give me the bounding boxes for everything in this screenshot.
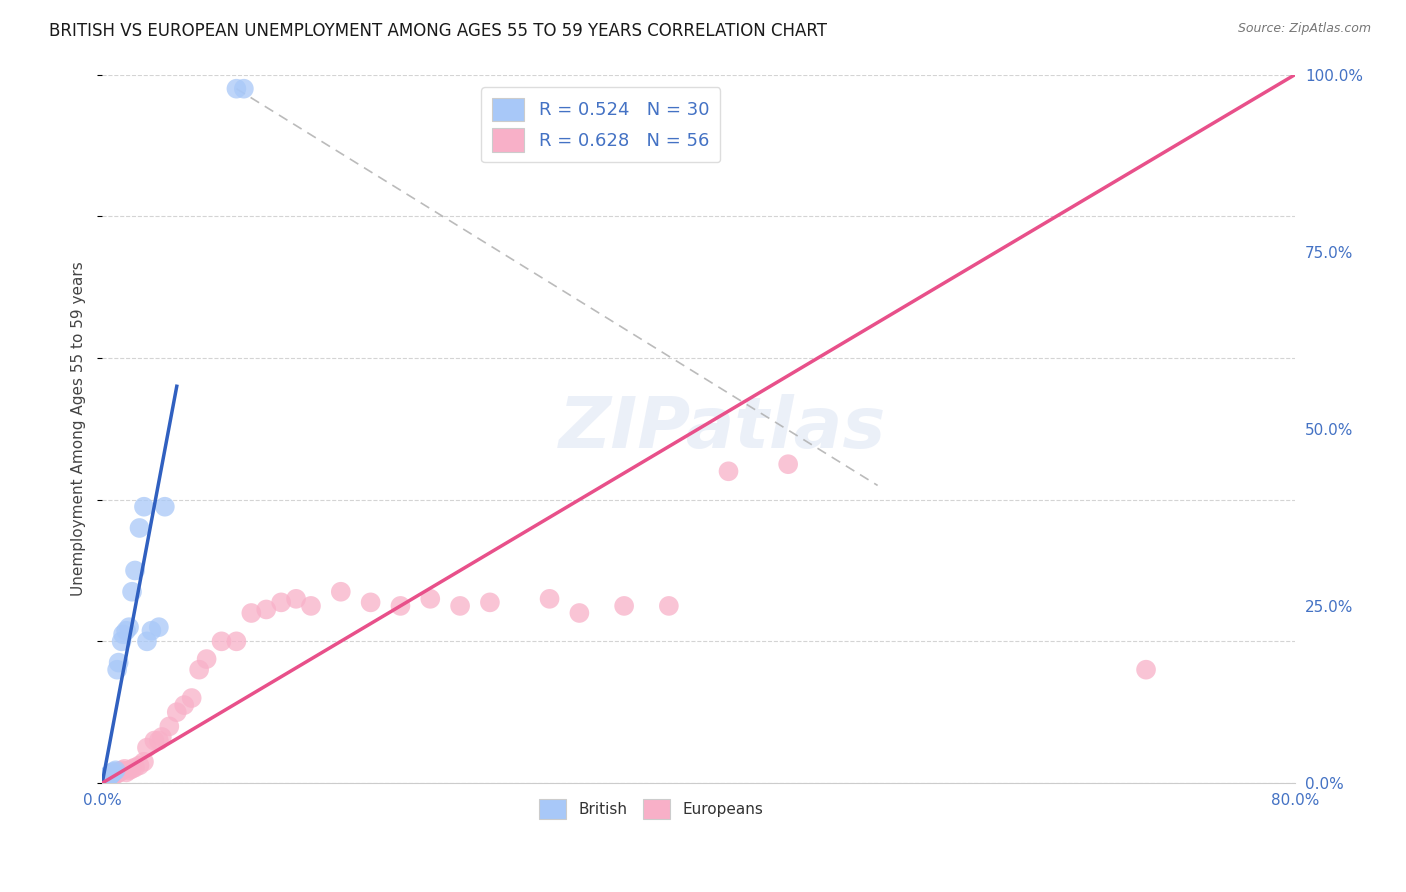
Point <box>101 769 124 783</box>
Point <box>94 770 117 784</box>
Point <box>96 771 118 785</box>
Point <box>211 634 233 648</box>
Point <box>1135 663 1157 677</box>
Point <box>157 719 180 733</box>
Point <box>94 772 117 786</box>
Point <box>121 584 143 599</box>
Point <box>100 767 122 781</box>
Point <box>538 591 561 606</box>
Point <box>136 740 159 755</box>
Point <box>97 770 120 784</box>
Point <box>110 764 132 778</box>
Point <box>128 521 150 535</box>
Point <box>270 595 292 609</box>
Point <box>299 599 322 613</box>
Point <box>232 81 254 95</box>
Point <box>389 599 412 613</box>
Point <box>132 500 155 514</box>
Point <box>100 766 122 780</box>
Point <box>97 772 120 786</box>
Point <box>166 705 188 719</box>
Point <box>148 733 170 747</box>
Point <box>107 656 129 670</box>
Point <box>180 691 202 706</box>
Legend: British, Europeans: British, Europeans <box>533 793 769 825</box>
Point <box>98 770 121 784</box>
Text: BRITISH VS EUROPEAN UNEMPLOYMENT AMONG AGES 55 TO 59 YEARS CORRELATION CHART: BRITISH VS EUROPEAN UNEMPLOYMENT AMONG A… <box>49 22 827 40</box>
Point <box>96 771 118 785</box>
Point <box>96 770 118 784</box>
Point <box>103 764 125 779</box>
Point <box>132 755 155 769</box>
Point <box>658 599 681 613</box>
Point <box>94 772 117 786</box>
Point <box>98 769 121 783</box>
Y-axis label: Unemployment Among Ages 55 to 59 years: Unemployment Among Ages 55 to 59 years <box>72 261 86 596</box>
Point <box>108 764 131 779</box>
Point <box>568 606 591 620</box>
Point <box>128 758 150 772</box>
Point <box>105 663 128 677</box>
Point <box>103 767 125 781</box>
Point <box>285 591 308 606</box>
Point <box>195 652 218 666</box>
Point <box>98 769 121 783</box>
Point <box>141 624 163 638</box>
Point <box>94 772 117 787</box>
Point <box>104 767 127 781</box>
Point <box>778 457 800 471</box>
Point <box>225 634 247 648</box>
Point <box>153 500 176 514</box>
Point <box>254 602 277 616</box>
Point <box>105 766 128 780</box>
Point <box>360 595 382 609</box>
Point <box>96 770 118 784</box>
Point <box>118 620 141 634</box>
Point <box>188 663 211 677</box>
Point <box>225 81 247 95</box>
Point <box>173 698 195 712</box>
Point <box>148 620 170 634</box>
Point <box>121 762 143 776</box>
Point <box>717 464 740 478</box>
Point <box>104 764 127 778</box>
Point <box>112 627 135 641</box>
Point <box>93 773 115 788</box>
Point <box>478 595 501 609</box>
Point <box>101 765 124 780</box>
Point <box>329 584 352 599</box>
Point <box>93 772 115 787</box>
Point <box>143 733 166 747</box>
Point <box>97 770 120 784</box>
Point <box>136 634 159 648</box>
Text: ZIPatlas: ZIPatlas <box>558 394 886 463</box>
Point <box>114 762 136 776</box>
Point <box>107 765 129 780</box>
Point <box>613 599 636 613</box>
Point <box>150 730 173 744</box>
Point <box>110 634 132 648</box>
Point <box>124 564 146 578</box>
Text: Source: ZipAtlas.com: Source: ZipAtlas.com <box>1237 22 1371 36</box>
Point <box>449 599 471 613</box>
Point <box>98 767 121 781</box>
Point <box>240 606 263 620</box>
Point <box>419 591 441 606</box>
Point <box>100 767 122 781</box>
Point <box>115 624 138 638</box>
Point <box>97 769 120 783</box>
Point <box>100 768 122 782</box>
Point <box>115 765 138 780</box>
Point <box>118 764 141 778</box>
Point <box>124 760 146 774</box>
